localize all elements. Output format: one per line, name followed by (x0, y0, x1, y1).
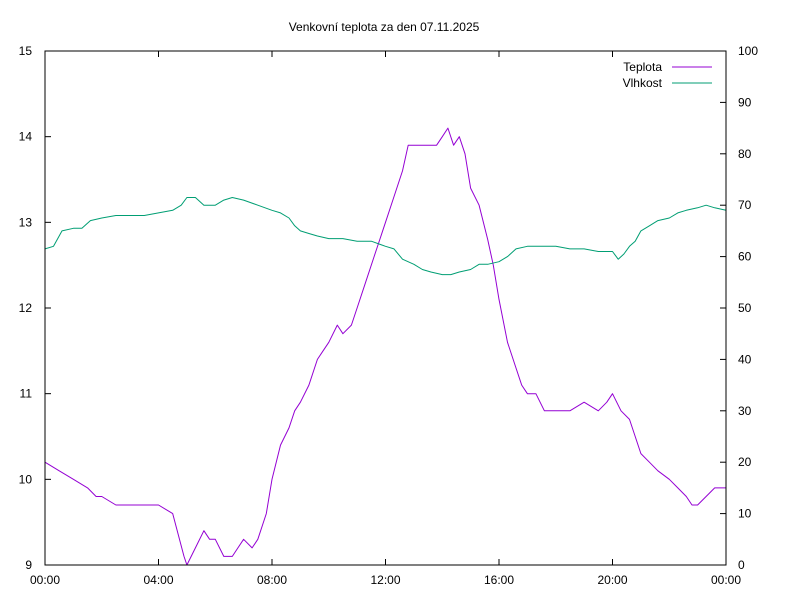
y-tick-label-right: 20 (738, 455, 752, 469)
x-tick-label: 00:00 (30, 573, 60, 587)
y-tick-label-right: 30 (738, 404, 752, 418)
y-tick-label-right: 40 (738, 352, 752, 366)
y-tick-label-right: 50 (738, 301, 752, 315)
legend-label-teplota: Teplota (623, 60, 662, 74)
axes-layer: 00:00 04:00 08:00 12:00 16:00 20:00 00:0091011… (19, 44, 759, 587)
y-tick-label-left: 14 (19, 130, 33, 144)
y-tick-label-left: 13 (19, 215, 33, 229)
x-tick-label: 04:00 (143, 573, 173, 587)
x-tick-label: 20:00 (597, 573, 627, 587)
x-tick-label: 00:00 (711, 573, 741, 587)
x-tick-label: 16:00 (484, 573, 514, 587)
y-tick-label-right: 90 (738, 95, 752, 109)
y-tick-label-right: 70 (738, 198, 752, 212)
series-line-vlhkost (44, 197, 727, 276)
y-tick-label-right: 100 (738, 44, 758, 58)
series-line-teplota (44, 127, 726, 566)
y-tick-label-right: 10 (738, 507, 752, 521)
x-tick-label: 08:00 (257, 573, 287, 587)
y-tick-label-left: 10 (19, 472, 33, 486)
y-tick-label-left: 11 (20, 387, 33, 401)
y-tick-label-right: 80 (738, 147, 752, 161)
legend-label-vlhkost: Vlhkost (623, 76, 663, 90)
y-tick-label-left: 15 (19, 44, 33, 58)
y-tick-label-left: 12 (19, 301, 33, 315)
x-tick-label: 12:00 (370, 573, 400, 587)
y-tick-label-left: 9 (25, 558, 32, 572)
series-layer (44, 127, 727, 566)
y-tick-label-right: 0 (738, 558, 745, 572)
legend: Teplota Vlhkost (623, 60, 712, 90)
y-tick-label-right: 60 (738, 250, 752, 264)
chart-title: Venkovní teplota za den 07.11.2025 (289, 20, 480, 34)
